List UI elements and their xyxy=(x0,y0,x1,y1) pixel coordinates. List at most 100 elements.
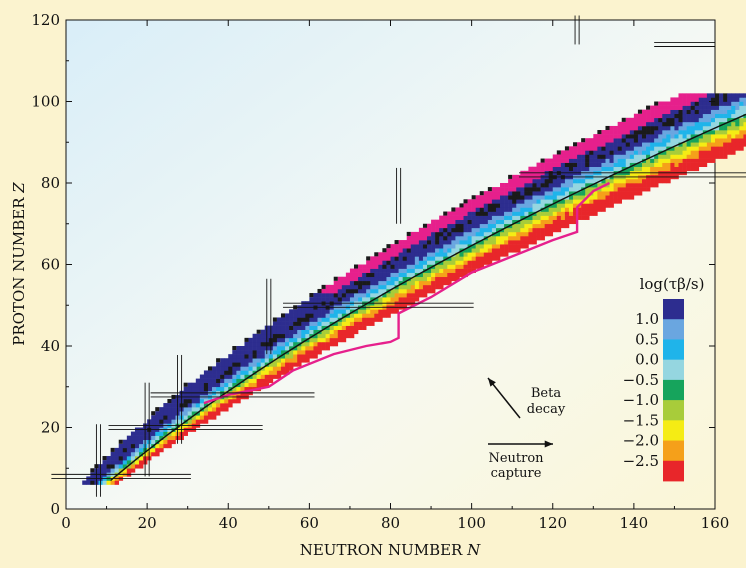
heatmap-cell xyxy=(256,337,261,343)
heatmap-cell xyxy=(560,211,566,216)
heatmap-cell xyxy=(605,187,610,192)
heatmap-cell xyxy=(459,215,464,220)
heatmap-cell xyxy=(422,280,428,286)
heatmap-cell xyxy=(406,297,412,302)
heatmap-cell xyxy=(516,248,521,253)
heatmap-cell xyxy=(694,150,700,155)
heatmap-cell xyxy=(552,178,558,184)
heatmap-cell xyxy=(739,142,744,147)
heatmap-cell xyxy=(479,252,485,257)
heatmap-cell xyxy=(609,191,614,196)
heatmap-cell xyxy=(573,166,578,172)
heatmap-cell xyxy=(609,158,614,163)
heatmap-cell xyxy=(293,317,298,322)
heatmap-cell xyxy=(715,93,720,98)
heatmap-cell xyxy=(167,411,172,416)
heatmap-cell xyxy=(516,187,521,192)
heatmap-cell xyxy=(629,178,635,184)
heatmap-cell xyxy=(710,109,716,115)
heatmap-cell xyxy=(455,215,460,220)
heatmap-cell xyxy=(516,183,521,188)
heatmap-cell xyxy=(621,154,627,159)
heatmap-cell xyxy=(731,113,736,119)
heatmap-cell xyxy=(706,117,712,123)
heatmap-cell xyxy=(167,439,172,445)
heatmap-cell xyxy=(739,130,744,135)
heatmap-cell xyxy=(633,158,639,163)
heatmap-cell xyxy=(353,309,359,314)
heatmap-cell xyxy=(414,244,420,249)
heatmap-cell xyxy=(601,138,606,143)
heatmap-cell xyxy=(577,199,582,204)
heatmap-cell xyxy=(544,178,549,184)
heatmap-cell xyxy=(171,439,176,445)
heatmap-cell xyxy=(325,284,330,290)
heatmap-cell xyxy=(670,125,675,131)
heatmap-cell xyxy=(593,154,598,159)
heatmap-cell xyxy=(236,362,241,367)
heatmap-cell xyxy=(723,105,728,110)
heatmap-cell xyxy=(682,134,687,139)
heatmap-cell xyxy=(435,240,440,245)
heatmap-cell xyxy=(203,403,209,408)
colorbar-legend: log(τβ/s)1.00.50.0−0.5−1.0−1.5−2.0−2.5 xyxy=(623,275,704,482)
heatmap-cell xyxy=(102,464,107,469)
heatmap-cell xyxy=(439,280,444,286)
heatmap-cell xyxy=(504,219,509,225)
heatmap-cell xyxy=(402,297,408,302)
heatmap-cell xyxy=(694,162,700,167)
heatmap-cell xyxy=(410,252,416,257)
heatmap-cell xyxy=(617,134,623,139)
heatmap-cell xyxy=(581,154,586,159)
heatmap-cell xyxy=(187,382,193,388)
heatmap-cell xyxy=(625,142,631,147)
heatmap-cell xyxy=(313,297,318,302)
heatmap-cell xyxy=(658,158,663,163)
heatmap-cell xyxy=(260,362,266,367)
heatmap-cell xyxy=(573,207,578,212)
heatmap-cell xyxy=(280,358,286,363)
heatmap-cell xyxy=(427,268,432,273)
heatmap-cell xyxy=(589,178,594,184)
heatmap-cell xyxy=(264,378,270,383)
heatmap-cell xyxy=(650,158,655,163)
heatmap-cell xyxy=(577,154,582,159)
heatmap-cell xyxy=(597,134,602,139)
heatmap-cell xyxy=(495,195,501,200)
heatmap-cell xyxy=(625,191,631,196)
heatmap-cell xyxy=(349,293,355,298)
heatmap-cell xyxy=(646,113,651,119)
heatmap-cell xyxy=(398,260,403,265)
heatmap-cell xyxy=(244,346,249,351)
heatmap-cell xyxy=(414,297,420,302)
heatmap-cell xyxy=(463,223,468,229)
heatmap-cell xyxy=(500,235,505,241)
heatmap-cell xyxy=(102,480,107,485)
heatmap-cell xyxy=(353,276,359,282)
heatmap-cell xyxy=(159,431,164,436)
heatmap-cell xyxy=(731,109,736,115)
heatmap-cell xyxy=(637,154,643,159)
heatmap-cell xyxy=(617,166,623,172)
heatmap-cell xyxy=(374,280,379,286)
heatmap-cell xyxy=(402,264,408,269)
heatmap-cell xyxy=(378,309,383,314)
heatmap-cell xyxy=(382,260,387,265)
heatmap-cell xyxy=(564,191,570,196)
heatmap-cell xyxy=(289,333,294,339)
heatmap-cell xyxy=(491,256,497,261)
heatmap-cell xyxy=(232,366,237,371)
heatmap-cell xyxy=(240,346,245,351)
heatmap-cell xyxy=(443,264,448,269)
heatmap-cell xyxy=(427,256,432,261)
heatmap-cell xyxy=(605,150,610,155)
heatmap-cell xyxy=(727,97,732,102)
heatmap-cell xyxy=(114,451,120,457)
beta-decay-arrow xyxy=(487,377,521,419)
heatmap-cell xyxy=(362,280,367,286)
heatmap-cell xyxy=(568,158,574,163)
heatmap-cell xyxy=(366,260,371,265)
heatmap-cell xyxy=(207,407,213,412)
heatmap-cell xyxy=(658,142,663,147)
